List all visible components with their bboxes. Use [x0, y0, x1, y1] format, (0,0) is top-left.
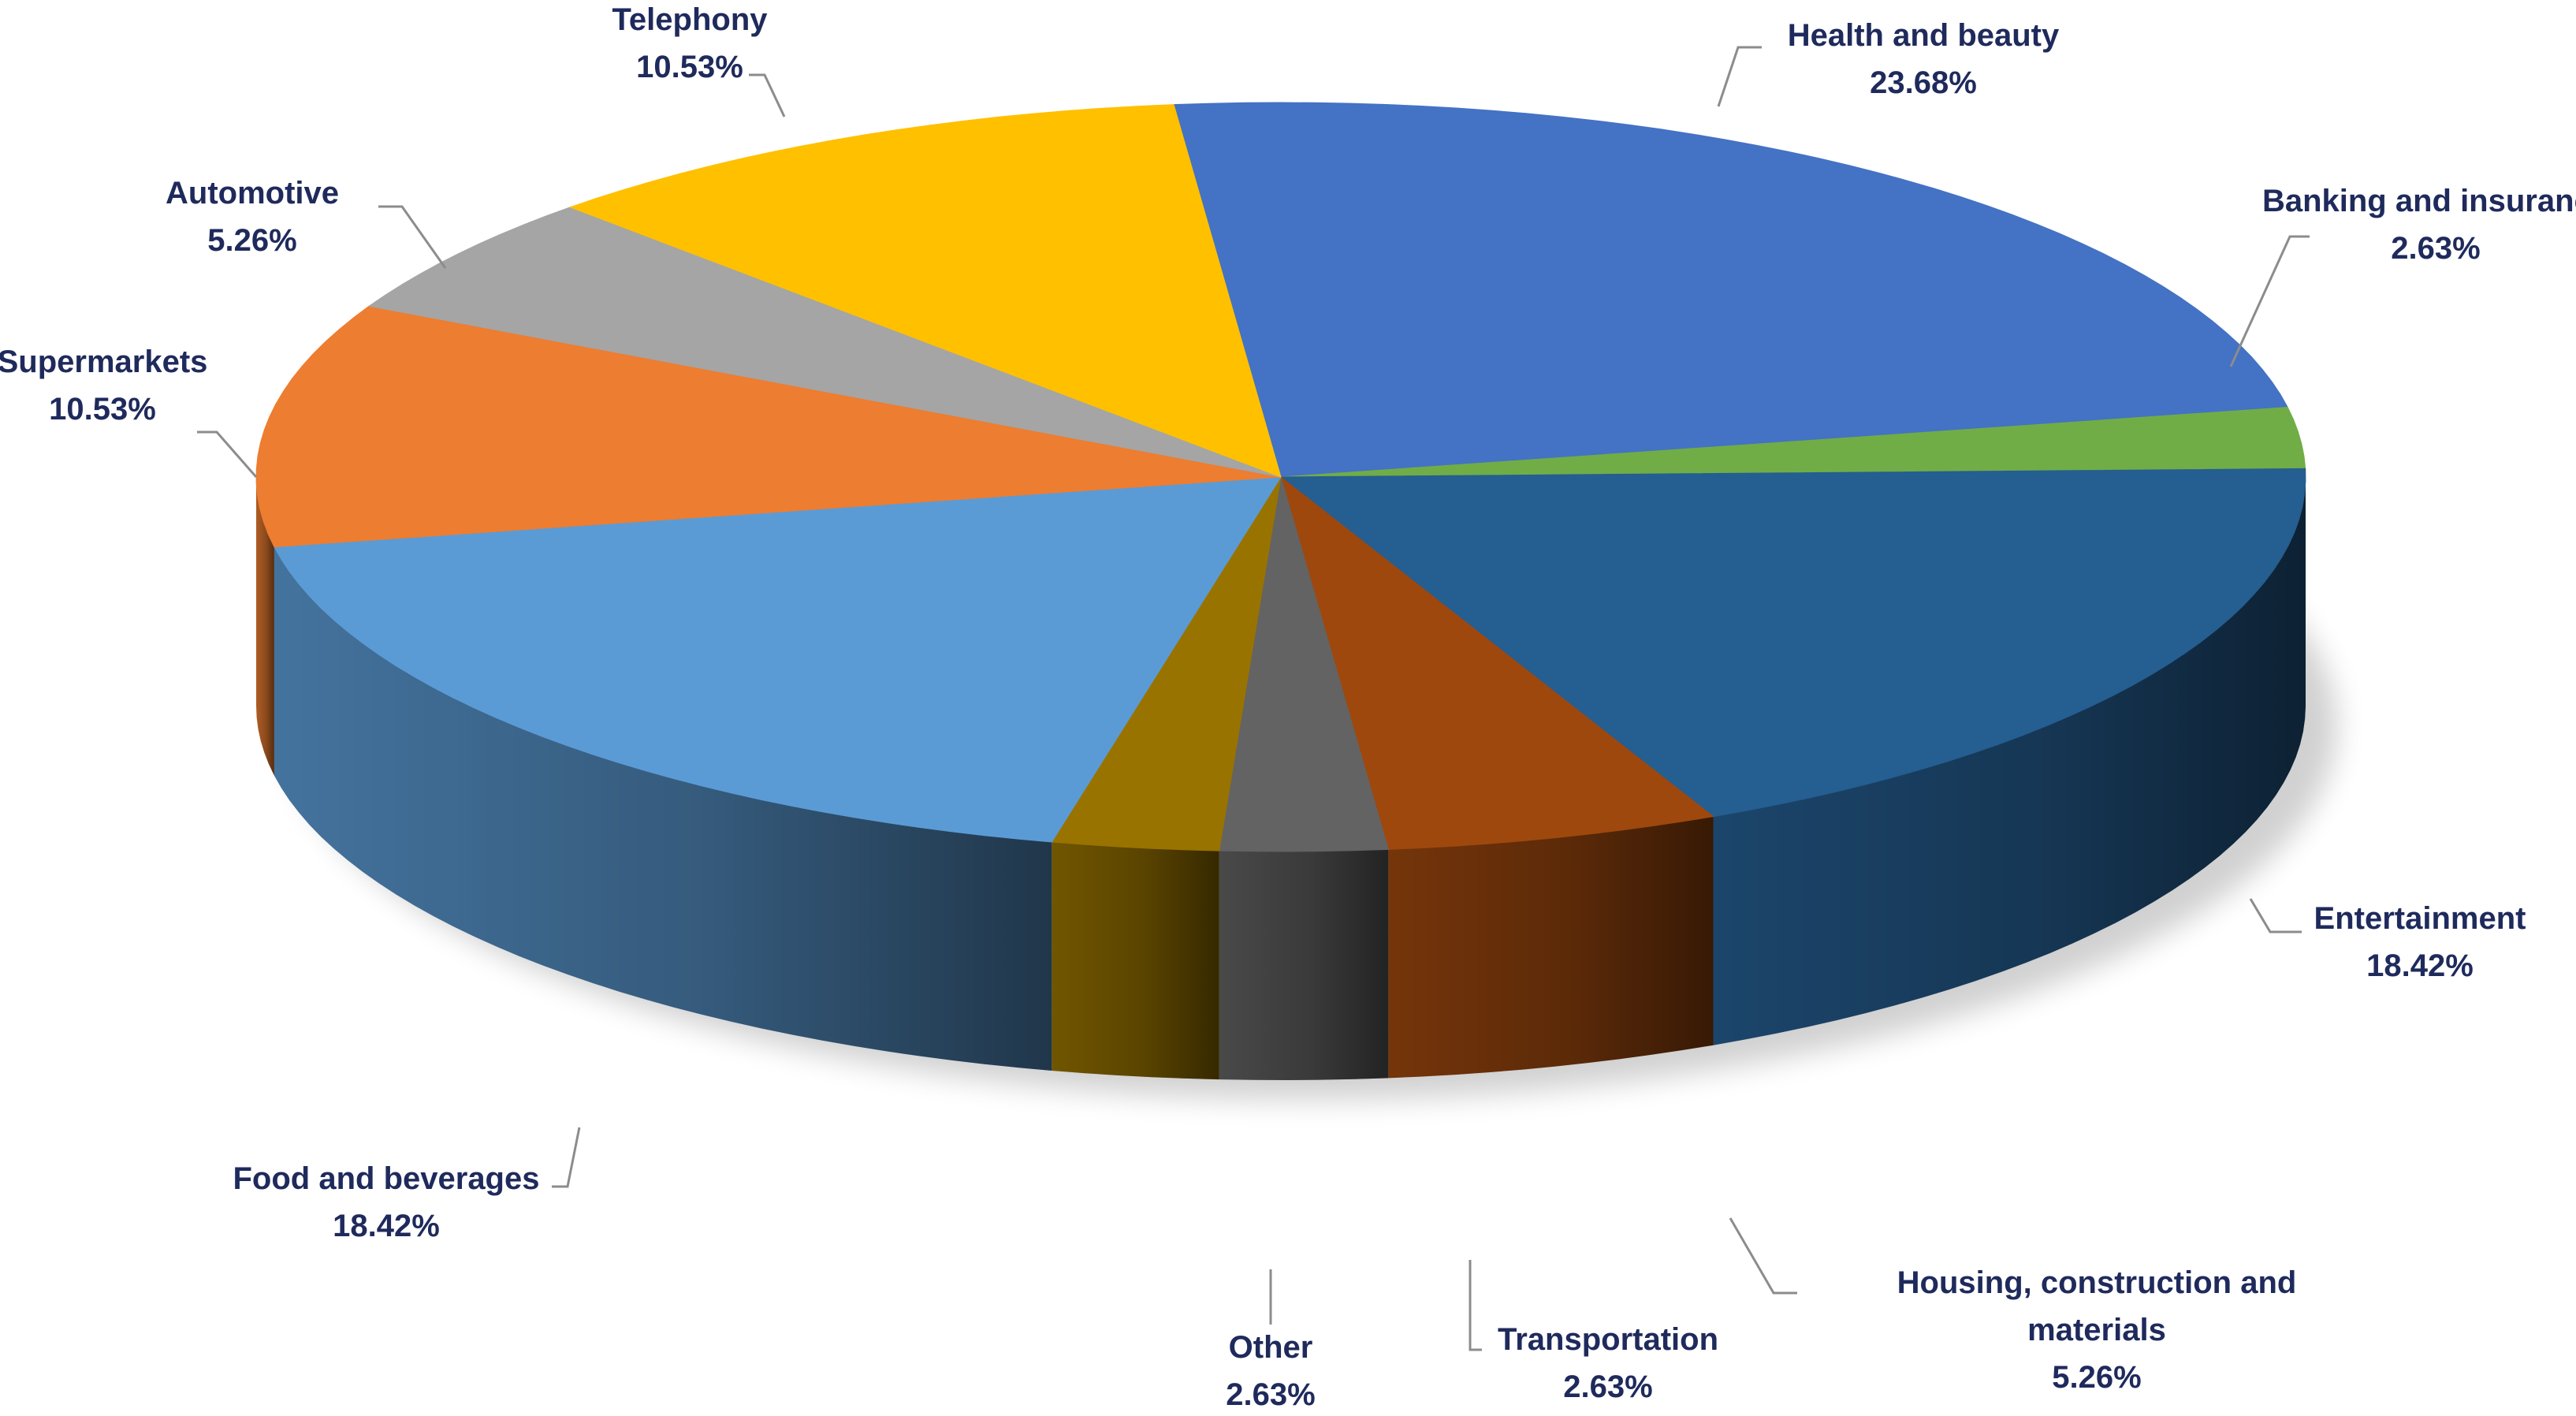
pie-slice-housing-construction-and-materials — [1280, 475, 1714, 850]
slice-label-3-line2: materials — [2027, 1313, 2166, 1347]
leader-line-6 — [552, 1127, 581, 1188]
pie-slice-banking-and-insurance — [1280, 406, 2306, 478]
pie-side-shade-3 — [1388, 816, 1714, 1079]
pie-slice-telephony — [568, 104, 1282, 478]
pie-top — [255, 102, 2306, 852]
slice-label-6: Food and beverages — [233, 1161, 540, 1196]
leader-line-7 — [197, 430, 258, 478]
pie-side — [256, 477, 2306, 1080]
pie-slice-other — [1051, 476, 1282, 851]
slice-label-0: Health and beauty — [1788, 18, 2060, 53]
slice-label-2: Entertainment — [2314, 901, 2526, 936]
pie-slice-entertainment — [1279, 468, 2306, 818]
leader-line-0 — [1717, 46, 1762, 107]
slice-value-7: 10.53% — [49, 392, 156, 427]
pie-slice-transportation — [1219, 476, 1389, 852]
slice-label-9: Telephony — [612, 2, 768, 37]
slice-value-1: 2.63% — [2391, 231, 2480, 266]
slice-value-0: 23.68% — [1870, 65, 1977, 100]
slice-value-8: 5.26% — [207, 223, 296, 258]
slice-label-5: Other — [1229, 1330, 1313, 1365]
pie-side-shade-4 — [1219, 849, 1389, 1080]
leader-line-8 — [378, 205, 447, 269]
slice-label-7: Supermarkets — [0, 345, 207, 379]
leader-line-2 — [2249, 898, 2302, 933]
pie-slice-supermarkets — [255, 305, 1282, 548]
slice-label-3: Housing, construction and — [1897, 1265, 2297, 1300]
pie-slice-automotive — [367, 207, 1282, 478]
slice-label-4: Transportation — [1498, 1322, 1718, 1357]
leader-line-1 — [2229, 235, 2310, 367]
pie-slice-health-and-beauty — [1173, 102, 2289, 478]
slice-value-6: 18.42% — [333, 1209, 440, 1243]
slice-value-3: 5.26% — [2052, 1360, 2141, 1395]
slice-value-4: 2.63% — [1563, 1369, 1652, 1404]
leader-line-4 — [1469, 1260, 1482, 1351]
pie-side-shade-2 — [1713, 477, 2306, 1045]
pie-side-shade-7 — [256, 477, 274, 776]
pie-slice-food-and-beverages — [274, 476, 1282, 843]
slice-label-8: Automotive — [166, 176, 339, 211]
pie-side-shade-5 — [1052, 842, 1219, 1080]
slice-label-1: Banking and insurance — [2262, 184, 2576, 218]
pie-side-shade-6 — [274, 546, 1052, 1071]
leader-line-9 — [749, 73, 786, 117]
slice-value-5: 2.63% — [1226, 1377, 1315, 1412]
leader-line-3 — [1729, 1217, 1797, 1295]
leader-lines — [197, 46, 2310, 1351]
slice-value-2: 18.42% — [2366, 948, 2474, 983]
slice-value-9: 10.53% — [636, 50, 743, 84]
